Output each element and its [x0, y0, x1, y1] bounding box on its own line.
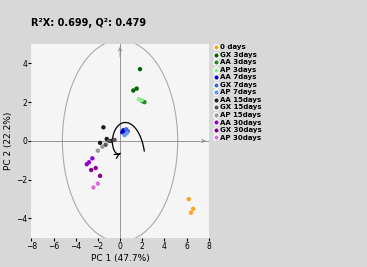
- Point: [99, 145, 105, 149]
- Point: [112, 138, 117, 142]
- Point: [134, 87, 139, 91]
- Point: [121, 133, 127, 137]
- Point: [101, 125, 106, 129]
- Point: [137, 67, 143, 71]
- Point: [86, 160, 92, 164]
- Point: [97, 141, 103, 145]
- Point: [123, 129, 128, 133]
- Point: [130, 88, 136, 93]
- Point: [190, 207, 196, 211]
- Point: [106, 139, 112, 143]
- Point: [88, 168, 94, 172]
- Point: [188, 211, 194, 215]
- Point: [123, 127, 129, 131]
- Legend: 0 days, GX 3days, AA 3days, AP 3days, AA 7days, GX 7days, AP 7days, AA 15days, G: 0 days, GX 3days, AA 3days, AP 3days, AA…: [214, 44, 263, 141]
- Point: [142, 100, 148, 104]
- Point: [95, 182, 101, 186]
- Point: [84, 162, 90, 166]
- Point: [125, 129, 131, 133]
- Point: [136, 97, 142, 101]
- Point: [124, 131, 130, 135]
- Point: [103, 143, 109, 147]
- Y-axis label: PC 2 (22.2%): PC 2 (22.2%): [4, 112, 13, 170]
- Point: [95, 148, 101, 153]
- Text: R²X: 0.699, Q²: 0.479: R²X: 0.699, Q²: 0.479: [31, 18, 146, 29]
- Point: [186, 197, 192, 201]
- Point: [104, 137, 110, 141]
- Point: [120, 128, 126, 132]
- Point: [139, 99, 145, 103]
- Point: [108, 139, 114, 143]
- Point: [97, 174, 103, 178]
- X-axis label: PC 1 (47.7%): PC 1 (47.7%): [91, 254, 149, 263]
- Point: [119, 130, 125, 134]
- Point: [90, 156, 95, 160]
- Point: [93, 166, 99, 170]
- Point: [139, 98, 145, 102]
- Point: [91, 185, 97, 190]
